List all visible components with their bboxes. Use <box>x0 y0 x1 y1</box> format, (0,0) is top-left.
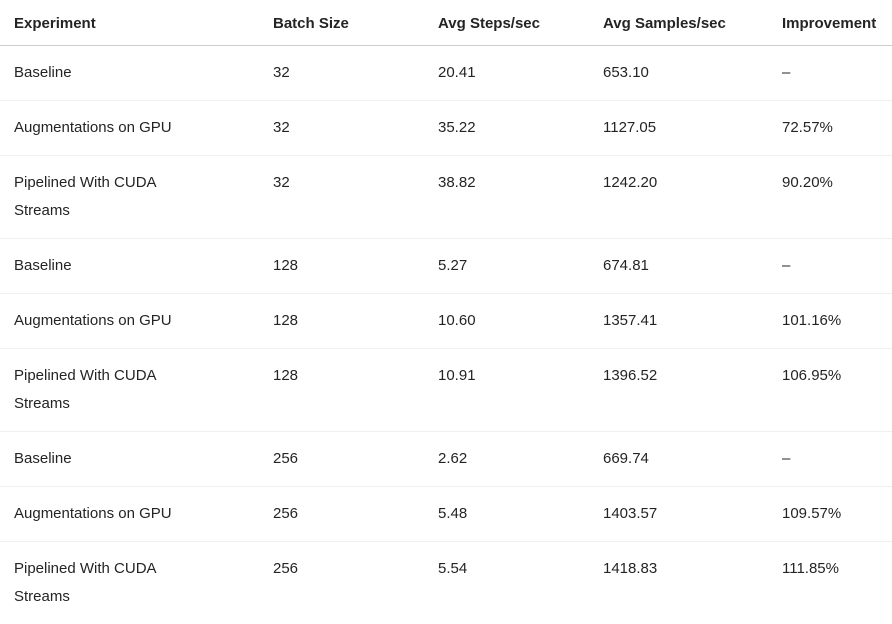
cell-batch-size: 256 <box>259 542 424 624</box>
cell-avg-samples-sec: 1127.05 <box>589 101 768 156</box>
cell-avg-samples-sec: 1242.20 <box>589 156 768 239</box>
cell-experiment: Augmentations on GPU <box>0 487 259 542</box>
cell-batch-size: 32 <box>259 156 424 239</box>
column-header-experiment: Experiment <box>0 2 259 46</box>
cell-batch-size: 32 <box>259 46 424 101</box>
cell-avg-steps-sec: 38.82 <box>424 156 589 239</box>
cell-avg-samples-sec: 653.10 <box>589 46 768 101</box>
cell-experiment: Pipelined With CUDA Streams <box>0 156 259 239</box>
cell-experiment: Pipelined With CUDA Streams <box>0 349 259 432</box>
cell-experiment: Pipelined With CUDA Streams <box>0 542 259 624</box>
cell-avg-samples-sec: 1396.52 <box>589 349 768 432</box>
cell-improvement: 111.85% <box>768 542 892 624</box>
cell-improvement: 109.57% <box>768 487 892 542</box>
cell-avg-samples-sec: 1357.41 <box>589 294 768 349</box>
cell-improvement: – <box>768 432 892 487</box>
cell-improvement: – <box>768 239 892 294</box>
cell-improvement: 101.16% <box>768 294 892 349</box>
cell-batch-size: 128 <box>259 294 424 349</box>
cell-batch-size: 256 <box>259 487 424 542</box>
column-header-batch-size: Batch Size <box>259 2 424 46</box>
cell-improvement: 106.95% <box>768 349 892 432</box>
cell-avg-steps-sec: 20.41 <box>424 46 589 101</box>
cell-improvement: – <box>768 46 892 101</box>
cell-avg-steps-sec: 2.62 <box>424 432 589 487</box>
cell-experiment: Baseline <box>0 239 259 294</box>
column-header-avg-steps-sec: Avg Steps/sec <box>424 2 589 46</box>
cell-experiment: Baseline <box>0 46 259 101</box>
cell-experiment: Augmentations on GPU <box>0 101 259 156</box>
table-header-row: Experiment Batch Size Avg Steps/sec Avg … <box>0 2 892 46</box>
cell-batch-size: 128 <box>259 349 424 432</box>
cell-experiment: Augmentations on GPU <box>0 294 259 349</box>
cell-batch-size: 32 <box>259 101 424 156</box>
cell-batch-size: 256 <box>259 432 424 487</box>
cell-avg-steps-sec: 10.60 <box>424 294 589 349</box>
column-header-improvement: Improvement <box>768 2 892 46</box>
cell-avg-samples-sec: 669.74 <box>589 432 768 487</box>
cell-improvement: 90.20% <box>768 156 892 239</box>
cell-batch-size: 128 <box>259 239 424 294</box>
cell-avg-steps-sec: 5.27 <box>424 239 589 294</box>
cell-avg-samples-sec: 674.81 <box>589 239 768 294</box>
cell-avg-steps-sec: 5.54 <box>424 542 589 624</box>
cell-avg-steps-sec: 5.48 <box>424 487 589 542</box>
cell-avg-steps-sec: 35.22 <box>424 101 589 156</box>
cell-experiment: Baseline <box>0 432 259 487</box>
cell-avg-steps-sec: 10.91 <box>424 349 589 432</box>
cell-improvement: 72.57% <box>768 101 892 156</box>
column-header-avg-samples-sec: Avg Samples/sec <box>589 2 768 46</box>
cell-avg-samples-sec: 1418.83 <box>589 542 768 624</box>
cell-avg-samples-sec: 1403.57 <box>589 487 768 542</box>
